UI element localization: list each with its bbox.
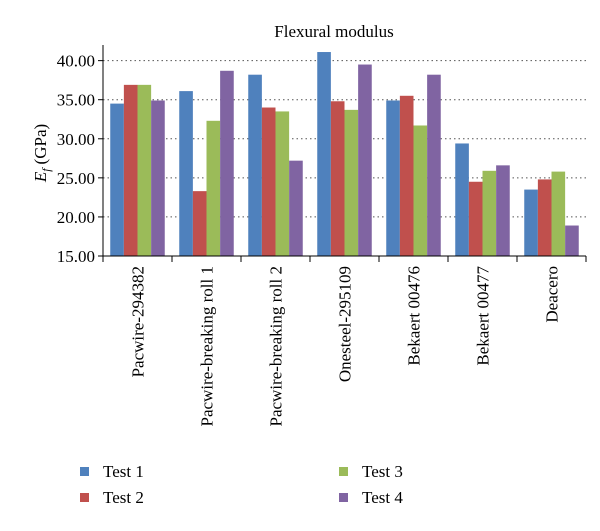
y-tick-labels: 15.00 20.00 25.00 30.00 35.00 40.00 [57,52,95,266]
bar-1-1 [110,103,124,256]
bar-2-4 [330,101,345,257]
y-tick-label: 35.00 [57,91,95,110]
bar-2-7 [537,179,552,256]
x-tick-label: Bekaert 00477 [474,266,493,366]
x-tick-labels: Pacwire-294382 Pacwire-breaking roll 1 Pac… [129,266,562,427]
bar-1-4 [317,52,331,257]
y-tick-label: 40.00 [57,52,95,71]
bar-3-2 [206,120,221,256]
bar-1-6 [455,143,469,256]
bars [110,52,579,257]
bar-2-3 [261,107,276,256]
x-tick-label: Bekaert 00476 [405,266,424,366]
bar-1-2 [179,91,193,256]
bar-3-7 [551,171,566,256]
bar-1-3 [248,74,262,257]
bar-3-6 [482,170,497,256]
x-tick-label: Pacwire-breaking roll 2 [267,266,286,427]
bar-3-3 [275,111,290,256]
bar-2-5 [399,95,414,256]
bar-1-7 [524,189,538,256]
axes [98,45,587,262]
x-tick-label: Onesteel-295109 [336,266,355,382]
bar-4-5 [427,74,441,257]
chart-title: Flexural modulus [274,22,393,41]
bar-4-7 [565,225,579,256]
bar-3-1 [137,84,152,256]
bar-4-6 [496,165,510,256]
x-tick-label: Pacwire-breaking roll 1 [198,266,217,427]
bar-2-2 [192,191,207,256]
bar-2-1 [123,84,138,256]
x-tick-label: Deacero [543,266,562,323]
y-tick-label: 30.00 [57,130,95,149]
bar-4-3 [289,160,303,256]
y-tick-label: 20.00 [57,208,95,227]
bar-2-6 [468,181,483,256]
bar-3-4 [344,109,359,256]
bar-4-2 [220,70,234,257]
bar-4-4 [358,64,372,256]
x-tick-label: Pacwire-294382 [129,266,148,377]
bar-3-5 [413,125,428,257]
y-tick-label: 25.00 [57,169,95,188]
bar-4-1 [151,100,165,256]
y-tick-label: 15.00 [57,247,95,266]
y-axis-label: Ef(GPa) [31,124,53,183]
bar-1-5 [386,100,400,256]
